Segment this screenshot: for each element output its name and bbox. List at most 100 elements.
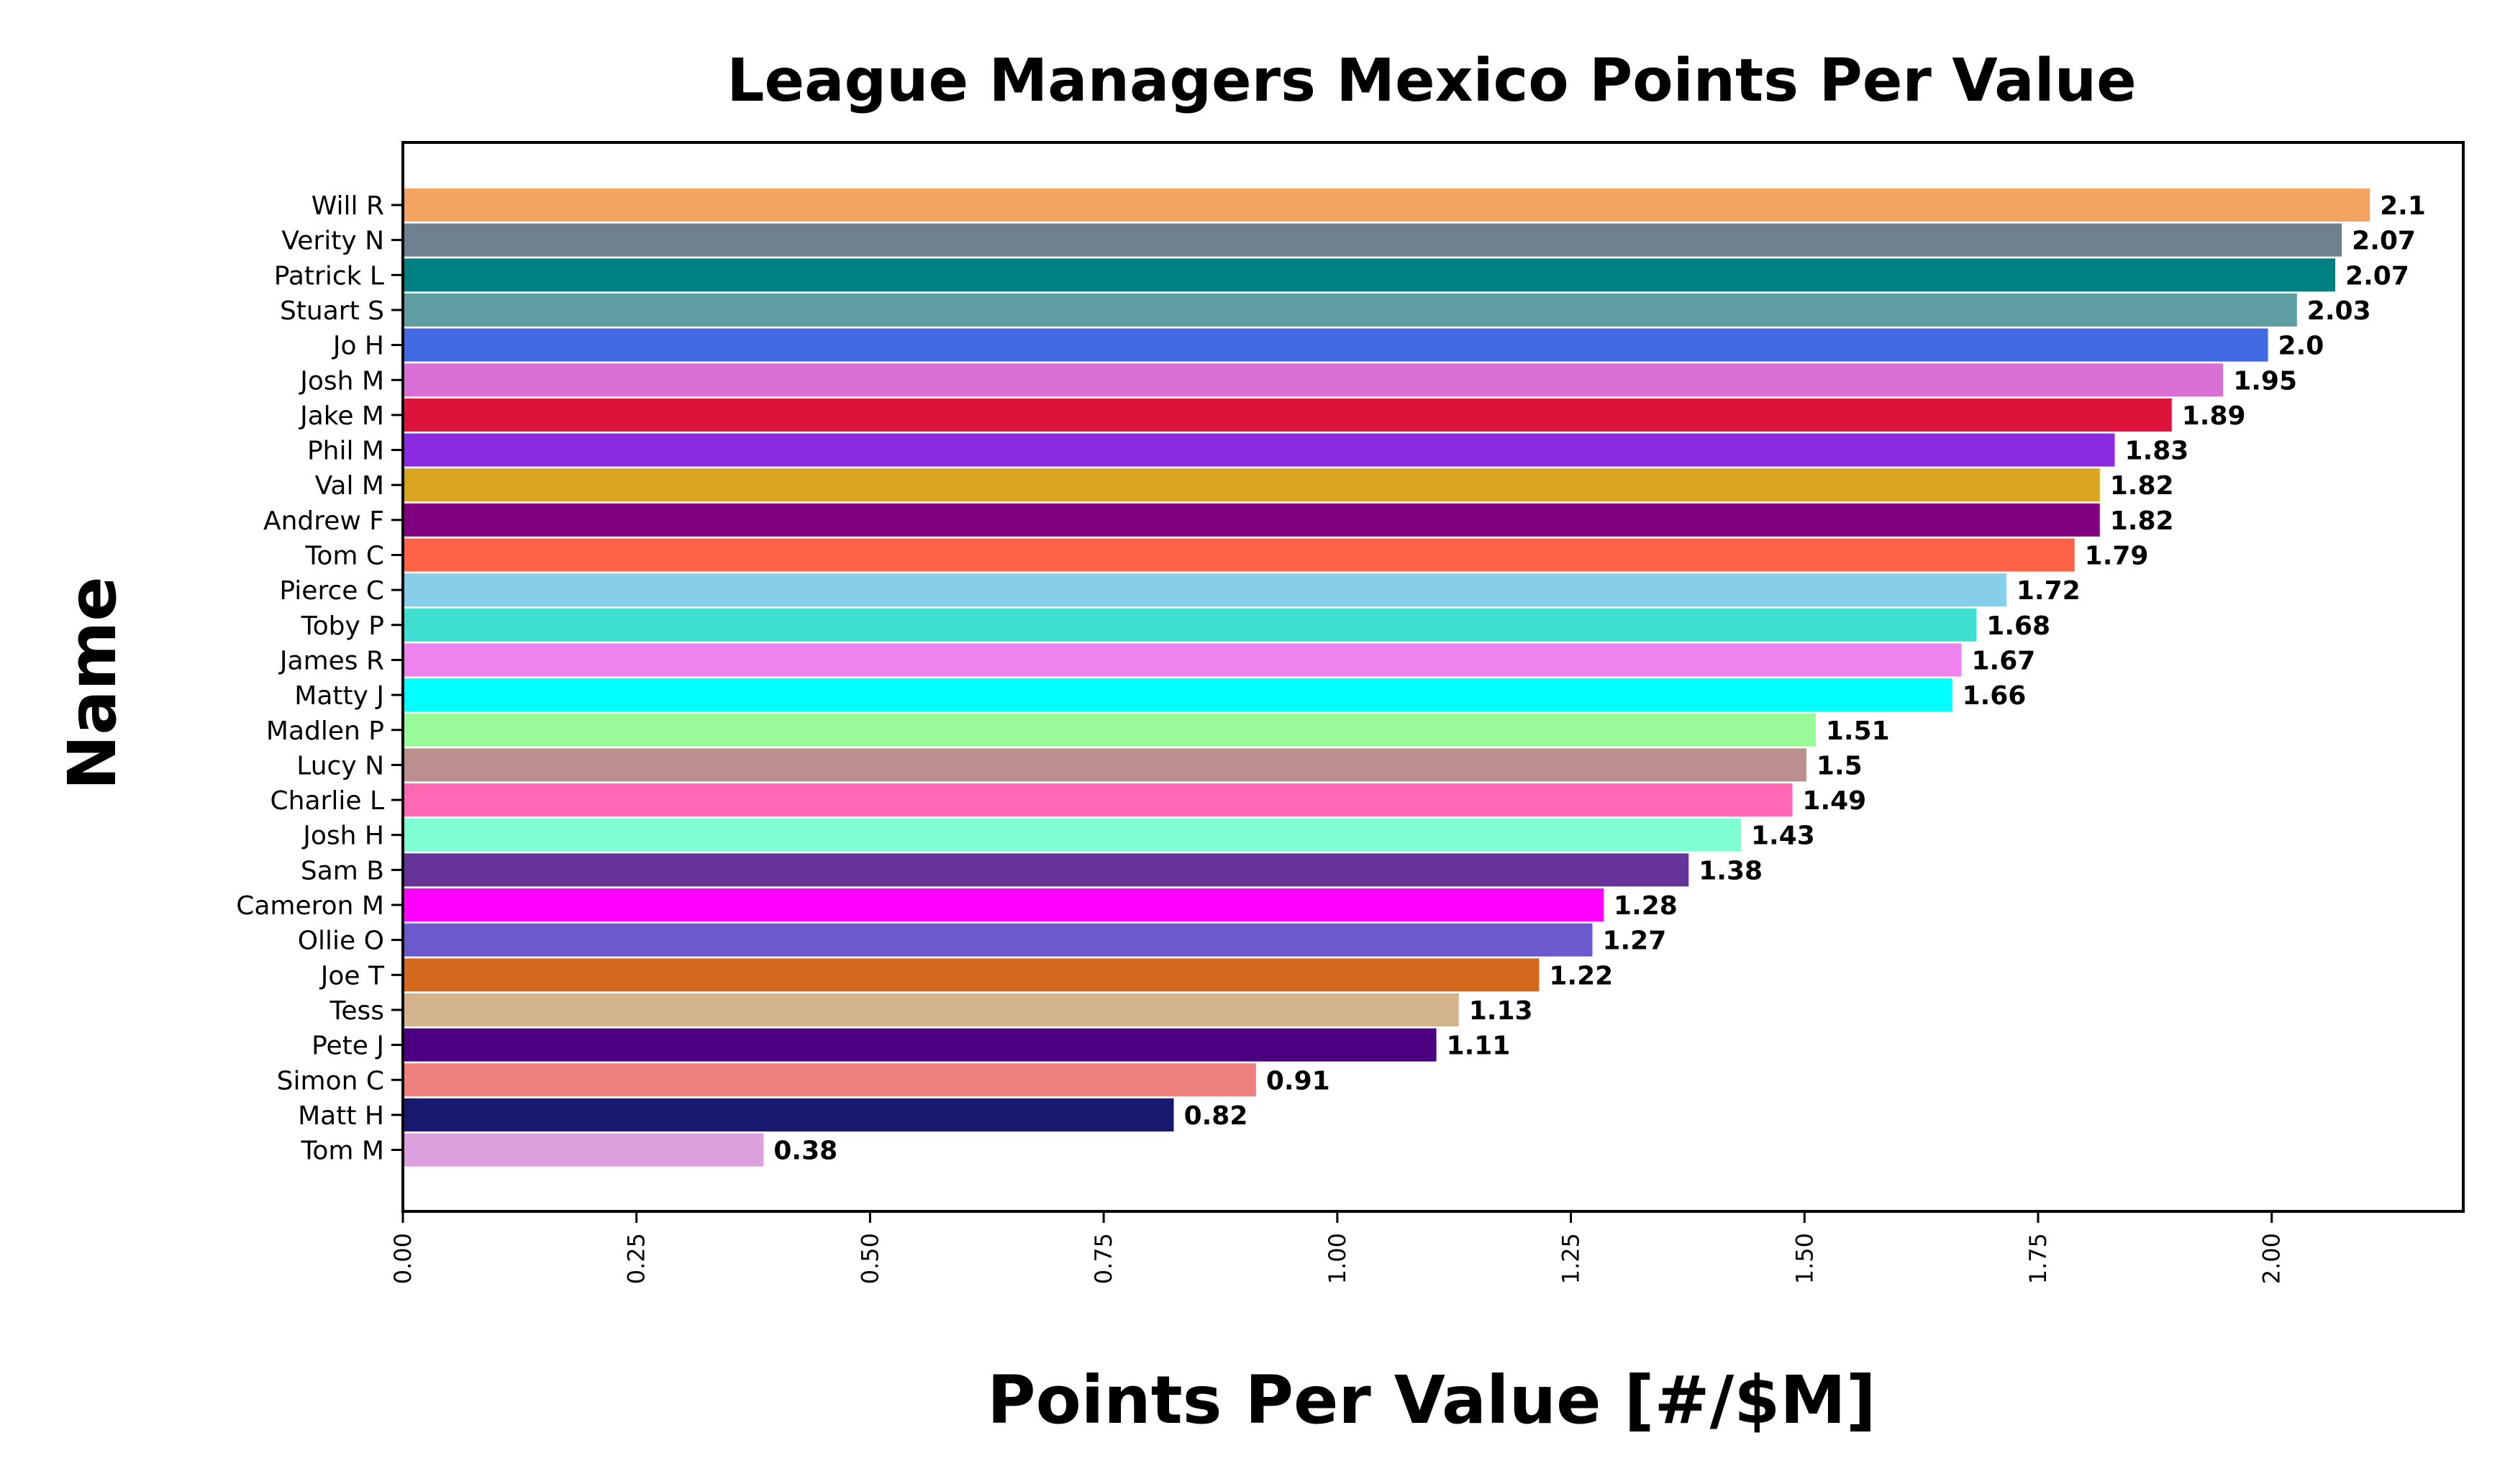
bar — [403, 748, 1806, 782]
y-tick-label: Josh M — [299, 366, 384, 396]
bar — [403, 363, 2224, 397]
bar-value-label: 2.07 — [2345, 261, 2409, 291]
bar — [403, 783, 1793, 817]
y-tick-label: Verity N — [281, 227, 384, 256]
y-tick-label: Charlie L — [270, 786, 384, 816]
y-tick-label: Matt H — [298, 1101, 384, 1131]
bar — [403, 468, 2100, 502]
bar-value-label: 1.43 — [1751, 821, 1815, 851]
bar — [403, 958, 1540, 992]
bar — [403, 398, 2172, 432]
y-tick-label: Andrew F — [263, 506, 384, 536]
bar-value-label: 1.82 — [2110, 506, 2174, 536]
bar — [403, 713, 1816, 747]
bar — [403, 258, 2336, 292]
y-tick-label: Madlen P — [266, 716, 384, 746]
y-axis-label: Name — [54, 576, 131, 790]
y-tick-label: Patrick L — [274, 261, 384, 291]
x-tick-label: 1.50 — [1791, 1233, 1818, 1284]
bar — [403, 853, 1689, 887]
bar-value-label: 2.03 — [2307, 296, 2371, 326]
y-tick-label: Ollie O — [298, 927, 384, 956]
bar — [403, 188, 2370, 222]
y-tick-label: Josh H — [301, 821, 384, 851]
y-tick-label: Tom M — [301, 1137, 384, 1166]
y-tick-label: Pierce C — [279, 576, 384, 606]
bar-value-label: 1.83 — [2125, 437, 2189, 466]
plot-area-frame — [401, 141, 2465, 1213]
y-tick-label: Cameron M — [236, 891, 384, 921]
y-tick-label: Matty J — [294, 681, 384, 711]
x-tick-label: 0.75 — [1090, 1233, 1117, 1284]
bar-value-label: 1.67 — [1972, 646, 2036, 675]
bar — [403, 573, 2006, 607]
bar-value-label: 2.07 — [2352, 227, 2416, 256]
x-tick-label: 1.00 — [1324, 1233, 1351, 1284]
bar-value-label: 0.38 — [773, 1137, 837, 1166]
bar — [403, 993, 1459, 1026]
x-tick-label: 1.75 — [2024, 1233, 2052, 1284]
x-tick-label: 0.25 — [623, 1233, 650, 1284]
bar — [403, 1133, 764, 1167]
bar-value-label: 0.82 — [1184, 1101, 1248, 1131]
y-tick-label: Joe T — [319, 961, 385, 991]
bar-value-label: 1.38 — [1699, 856, 1763, 886]
y-tick-label: Val M — [315, 471, 384, 501]
y-tick-label: Jo H — [332, 332, 384, 361]
bar-value-label: 2.1 — [2380, 191, 2426, 221]
bar — [403, 818, 1741, 852]
bar-value-label: 1.51 — [1826, 716, 1890, 746]
y-tick-label: Pete J — [312, 1032, 384, 1061]
y-tick-label: Will R — [312, 191, 384, 221]
bar-value-label: 1.68 — [1986, 611, 2050, 641]
x-axis-label: Points Per Value [#/$M] — [987, 1362, 1876, 1439]
y-tick-label: Tess — [329, 996, 384, 1026]
bar — [403, 503, 2100, 537]
y-tick-label: Toby P — [301, 611, 384, 641]
bar-value-label: 1.49 — [1802, 786, 1866, 816]
bar — [403, 433, 2115, 467]
y-tick-label: Lucy N — [296, 751, 384, 780]
y-tick-label: James R — [278, 646, 384, 675]
value-labels-layer: 2.1 2.07 2.07 2.03 2.0 1.95 1.89 1.83 1.82 1.82 1.… — [773, 191, 2426, 1166]
bar-value-label: 1.79 — [2085, 542, 2149, 571]
y-tick-label: Stuart S — [280, 296, 384, 326]
y-tick-label: Tom C — [304, 542, 384, 571]
bar-value-label: 1.82 — [2110, 471, 2174, 501]
x-axis-ticks: 0.00 0.25 0.50 0.75 1.00 1.25 1.50 1.75 2.00 — [389, 1211, 2286, 1284]
bar — [403, 1063, 1256, 1097]
bar — [403, 293, 2297, 327]
bar — [403, 643, 1962, 677]
bar-value-label: 1.72 — [2017, 576, 2081, 606]
bar-value-label: 1.89 — [2182, 401, 2246, 431]
bar — [403, 888, 1604, 921]
bar-value-label: 1.22 — [1549, 961, 1613, 991]
bars-layer — [403, 188, 2370, 1167]
bar-value-label: 1.27 — [1602, 927, 1666, 956]
bar-value-label: 1.11 — [1447, 1032, 1511, 1061]
bar — [403, 923, 1593, 957]
bar-value-label: 2.0 — [2278, 332, 2324, 361]
y-tick-label: Simon C — [277, 1066, 384, 1096]
bar-value-label: 1.66 — [1963, 681, 2027, 711]
x-tick-label: 1.25 — [1558, 1233, 1585, 1284]
bar — [403, 678, 1952, 712]
bar-value-label: 1.95 — [2233, 366, 2297, 396]
bar — [403, 223, 2342, 257]
bar — [403, 328, 2268, 362]
y-tick-label: Sam B — [301, 856, 384, 886]
bar — [403, 608, 1977, 642]
y-tick-label: Phil M — [307, 437, 384, 466]
bar — [403, 538, 2075, 572]
x-tick-label: 0.00 — [389, 1233, 417, 1284]
bar-value-label: 1.28 — [1614, 891, 1678, 921]
chart-title: League Managers Mexico Points Per Value — [727, 47, 2136, 115]
bar-value-label: 1.13 — [1469, 996, 1533, 1026]
x-tick-label: 2.00 — [2258, 1233, 2286, 1284]
bar-value-label: 1.5 — [1817, 751, 1863, 780]
y-axis-ticks: Will R Verity N Patrick L Stuart S Jo H Josh … — [236, 191, 403, 1166]
bar — [403, 1028, 1437, 1062]
bar — [403, 1098, 1174, 1132]
y-tick-label: Jake M — [299, 401, 384, 431]
